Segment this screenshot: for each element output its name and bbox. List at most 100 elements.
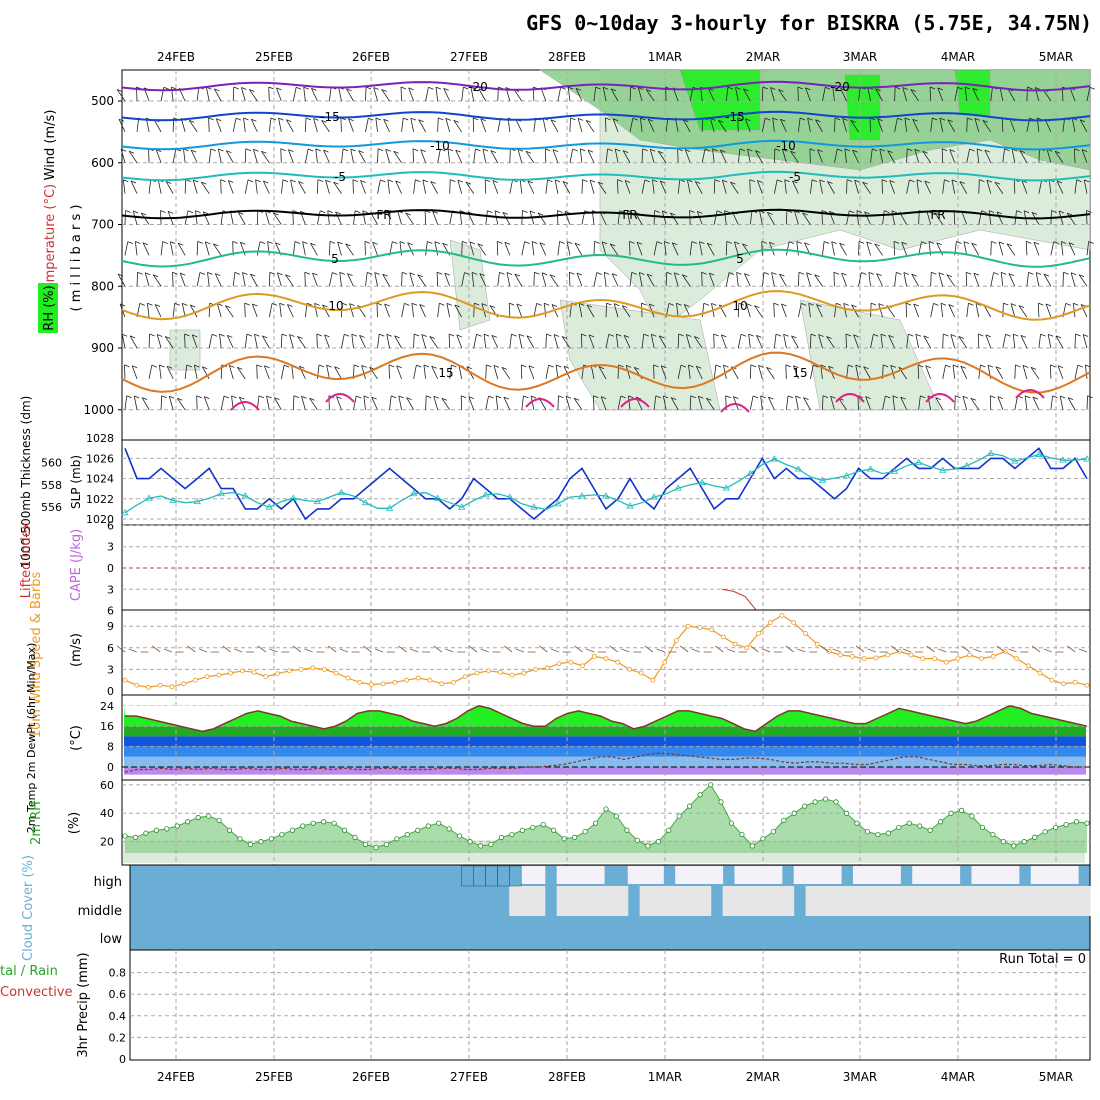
wind-barb-flag (552, 149, 559, 153)
wind-barb-flag (969, 148, 975, 152)
wind-barb (413, 179, 416, 194)
wind-barb-flag (278, 117, 284, 121)
wind-barb-flag (1008, 273, 1015, 276)
rh2m-marker (415, 827, 421, 833)
wind-barb-flag (276, 87, 282, 91)
wind-barb (317, 179, 319, 194)
contour-label: -15 (725, 110, 745, 124)
wind-barb (785, 395, 789, 410)
wind-barb (206, 87, 210, 102)
rh2m-grid (122, 780, 1090, 865)
wind-barb-flag (252, 303, 258, 307)
wind-barb (540, 87, 547, 102)
wind-barb (876, 273, 883, 287)
wind-barb (1043, 273, 1052, 287)
wind-barb-flag (481, 303, 488, 307)
wind10m-marker (146, 685, 151, 690)
wind-barb-flag (660, 180, 666, 184)
wind-barb (870, 148, 873, 163)
precip-tick-label: 0.8 (109, 967, 127, 980)
wind-barb (323, 149, 330, 163)
wind-barb (157, 179, 162, 194)
wind-barb (687, 179, 691, 194)
wind-barb-flag (139, 303, 145, 306)
wind-barb (994, 181, 1004, 194)
wind-barb-flag (842, 118, 848, 121)
wind-barb-flag (382, 273, 388, 277)
wind-barb (263, 365, 270, 380)
wind-barb-flag (858, 241, 865, 244)
wind-barb-flag (210, 148, 216, 152)
wind-barb (826, 336, 835, 349)
thickness-marker (698, 478, 706, 485)
wind-barb (646, 273, 655, 287)
wind-barb-flag (239, 396, 245, 400)
wind-barb (719, 149, 727, 163)
wind-barb (1014, 395, 1019, 410)
wind-barb-flag (368, 117, 374, 121)
wind-barb-flag (861, 272, 867, 275)
wind-barb (894, 86, 896, 102)
rh2m-marker (1053, 824, 1059, 831)
wind-barb (1025, 241, 1028, 256)
wind-barb (417, 274, 426, 287)
wind-barb (681, 274, 691, 287)
wind-barb-flag (119, 303, 126, 307)
wind-barb (950, 334, 956, 349)
wind-barb-flag (301, 395, 307, 399)
wind-barb-flag (145, 272, 151, 276)
wind-barb (975, 303, 980, 318)
bottom-date-label: 4MAR (941, 1070, 976, 1084)
wind-barb (892, 395, 895, 410)
wind-barb (387, 179, 390, 194)
rh2m-marker (540, 821, 546, 828)
thickness-marker (1011, 457, 1019, 464)
cloud-middle-cell (556, 886, 570, 916)
cloud-middle-cell (746, 886, 759, 916)
cloud-middle-cell (971, 886, 984, 916)
wind-barb (588, 334, 595, 349)
wind-barb (471, 272, 475, 287)
wind-barb (365, 86, 367, 102)
wind-barb (329, 272, 333, 287)
wind-barb-flag (261, 150, 267, 154)
wind-barb (954, 87, 958, 102)
wind-barb-flag (350, 148, 356, 152)
wind-barb-flag (1050, 364, 1056, 368)
wind10m-marker (990, 654, 996, 659)
rh2m-marker (216, 817, 222, 823)
wind-barb (662, 395, 667, 410)
wind-barb-flag (135, 241, 141, 244)
cloud-middle-cell (568, 886, 581, 916)
wind-barb-flag (454, 304, 460, 308)
wind-barb (959, 181, 968, 194)
cloud-high-cell (888, 866, 901, 884)
wind-barb (834, 148, 838, 163)
wind-barb-flag (163, 86, 170, 90)
wind-barb (304, 117, 307, 132)
wind-barb-flag (598, 366, 605, 370)
wind-barb (408, 87, 414, 102)
wind-barb-flag (699, 241, 705, 245)
wind-barb (922, 150, 932, 163)
wind-barb (658, 335, 667, 349)
wind-barb (598, 366, 607, 380)
wind-barb-flag (754, 305, 760, 308)
wind-barb (491, 335, 499, 349)
wind-barb (611, 273, 619, 287)
wind-barb (844, 148, 847, 163)
wind-barb-flag (384, 303, 390, 307)
wind-barb-flag (605, 117, 611, 121)
wind-barb-flag (945, 364, 951, 368)
wind-barb-flag (622, 150, 629, 153)
wind-barb (447, 148, 451, 163)
wind-barb (605, 334, 610, 349)
bottom-date-label: 3MAR (843, 1070, 878, 1084)
wind-barb-flag (345, 243, 351, 247)
wind-barb-flag (718, 119, 724, 123)
wind-barb-flag (793, 365, 799, 369)
wind10m-marker (521, 670, 527, 676)
rh2m-marker (1042, 829, 1048, 835)
wind-barb (623, 335, 631, 349)
